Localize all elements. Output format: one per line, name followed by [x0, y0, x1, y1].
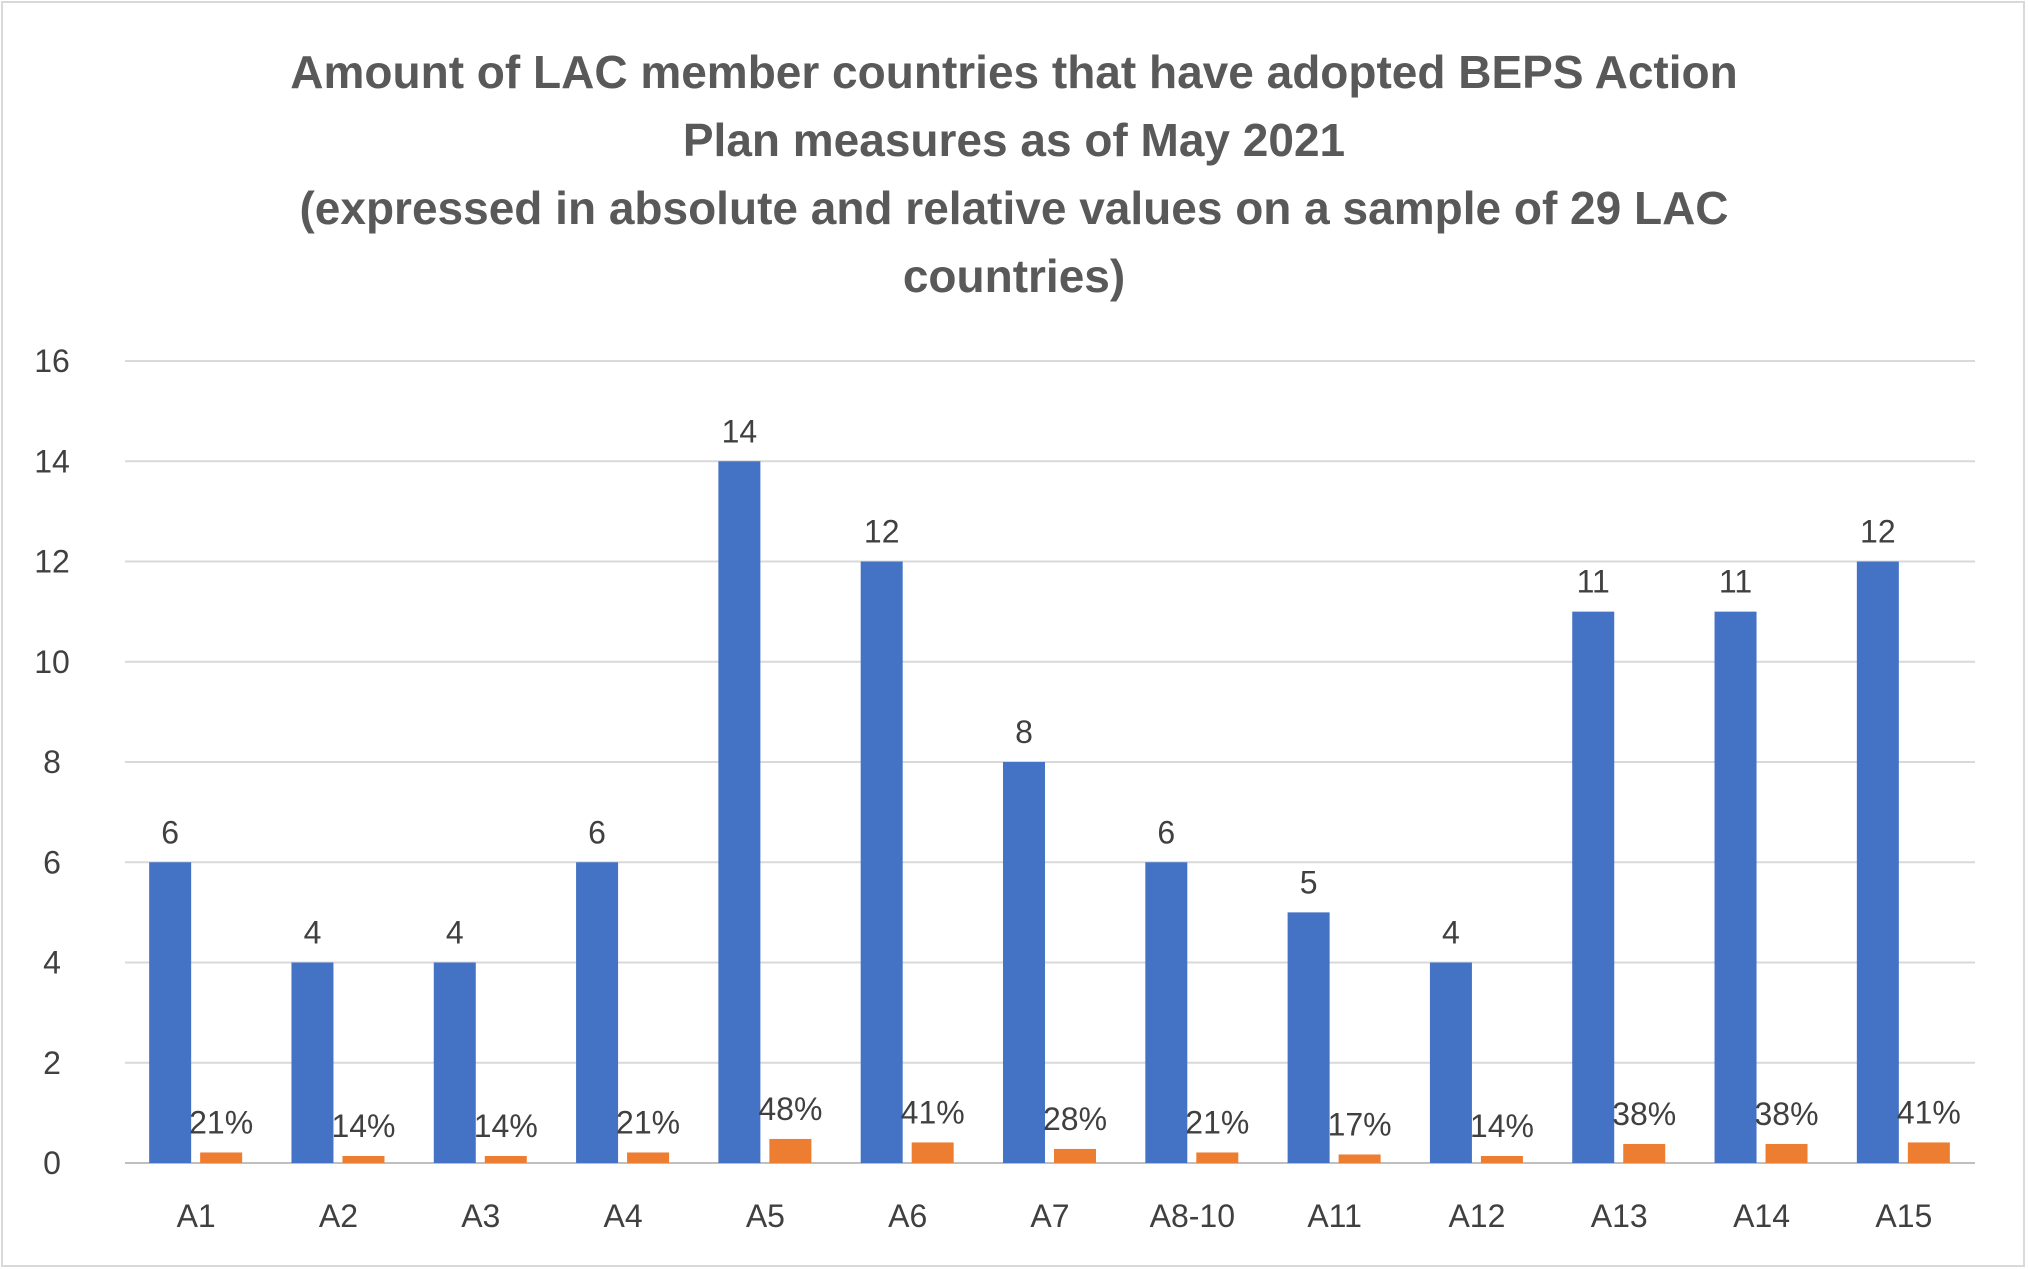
bar-count: [433, 962, 476, 1163]
bar-percent: [911, 1142, 954, 1163]
bar-count: [860, 561, 903, 1163]
data-label-count: 6: [588, 814, 606, 850]
y-axis-ticks: 0 2 4 6 8 10 12 14 16: [34, 343, 70, 1181]
bar-percent: [484, 1155, 527, 1163]
x-category-label: A11: [1307, 1198, 1362, 1234]
data-label-percent: 48%: [758, 1091, 822, 1127]
bar-count: [1429, 962, 1472, 1163]
y-tick-label: 12: [34, 544, 70, 580]
chart-title-line: Plan measures as of May 2021: [682, 114, 1346, 166]
y-tick-label: 0: [43, 1145, 61, 1181]
y-tick-label: 6: [43, 844, 61, 880]
bar-percent: [200, 1152, 243, 1163]
bar-count: [1003, 762, 1045, 1163]
x-category-label: A13: [1591, 1198, 1648, 1234]
bar-count: [291, 962, 334, 1163]
chart-title-line: countries): [902, 250, 1126, 302]
x-category-label: A5: [746, 1198, 785, 1234]
y-tick-label: 8: [43, 744, 61, 780]
data-labels: 621%414%414%621%1448%1241%828%621%517%41…: [161, 413, 1961, 1144]
bar-percent: [1623, 1143, 1666, 1163]
bar-count: [1145, 862, 1188, 1163]
data-label-count: 6: [161, 814, 179, 850]
data-label-count: 14: [722, 413, 758, 449]
data-label-percent: 21%: [1185, 1104, 1249, 1140]
data-label-percent: 14%: [1470, 1108, 1534, 1144]
y-tick-label: 2: [43, 1045, 61, 1081]
bar-percent: [627, 1152, 670, 1163]
y-tick-label: 10: [34, 644, 70, 680]
data-label-count: 12: [864, 514, 900, 550]
data-label-count: 12: [1860, 514, 1896, 550]
data-label-count: 6: [1157, 814, 1175, 850]
x-category-label: A4: [604, 1198, 643, 1234]
bar-percent: [1907, 1142, 1950, 1163]
x-category-label: A2: [319, 1198, 358, 1234]
bar-percent: [342, 1155, 385, 1163]
chart-title-line: Amount of LAC member countries that have…: [290, 46, 1738, 98]
data-label-count: 4: [1442, 915, 1460, 951]
bar-percent: [1765, 1143, 1808, 1163]
x-category-label: A1: [177, 1198, 216, 1234]
data-label-percent: 38%: [1755, 1096, 1819, 1132]
data-label-count: 4: [446, 915, 464, 951]
data-label-percent: 41%: [901, 1094, 965, 1130]
data-label-percent: 28%: [1043, 1101, 1107, 1137]
bar-count: [1714, 611, 1757, 1163]
bar-percent: [1054, 1148, 1096, 1163]
bars: [149, 461, 1950, 1163]
bar-percent: [1480, 1155, 1523, 1163]
bar-percent: [1338, 1154, 1381, 1163]
y-tick-label: 16: [34, 343, 70, 379]
y-tick-label: 4: [43, 945, 61, 981]
data-label-count: 5: [1300, 864, 1318, 900]
gridlines: [125, 360, 1975, 1164]
data-label-percent: 41%: [1897, 1094, 1961, 1130]
data-label-percent: 38%: [1612, 1096, 1676, 1132]
data-label-count: 4: [304, 915, 322, 951]
chart-title: Amount of LAC member countries that have…: [200, 38, 1828, 310]
bar-count: [1856, 561, 1899, 1163]
x-category-label: A6: [888, 1198, 927, 1234]
bar-count: [1287, 912, 1330, 1163]
data-label-count: 11: [1719, 564, 1752, 600]
data-label-count: 11: [1577, 564, 1610, 600]
x-category-label: A12: [1448, 1198, 1505, 1234]
data-label-percent: 21%: [189, 1104, 253, 1140]
x-category-label: A8-10: [1150, 1198, 1235, 1234]
bar-count: [149, 862, 192, 1163]
data-label-percent: 21%: [616, 1104, 680, 1140]
x-category-label: A15: [1875, 1198, 1932, 1234]
data-label-percent: 17%: [1328, 1106, 1392, 1142]
y-tick-label: 14: [34, 443, 70, 479]
bar-percent: [1196, 1152, 1239, 1163]
bar-count: [576, 862, 619, 1163]
x-category-label: A14: [1733, 1198, 1790, 1234]
x-category-label: A3: [461, 1198, 500, 1234]
x-category-label: A7: [1030, 1198, 1069, 1234]
data-label-percent: 14%: [474, 1108, 538, 1144]
x-axis-categories: A1 A2 A3 A4 A5 A6 A7 A8-10 A11 A12 A13 A14 A15: [177, 1198, 1933, 1234]
chart-title-line: (expressed in absolute and relative valu…: [299, 182, 1729, 234]
bar-count: [1572, 611, 1615, 1163]
data-label-percent: 14%: [331, 1108, 395, 1144]
bar-count: [718, 461, 761, 1163]
bar-percent: [769, 1138, 812, 1163]
data-label-count: 8: [1015, 714, 1033, 750]
